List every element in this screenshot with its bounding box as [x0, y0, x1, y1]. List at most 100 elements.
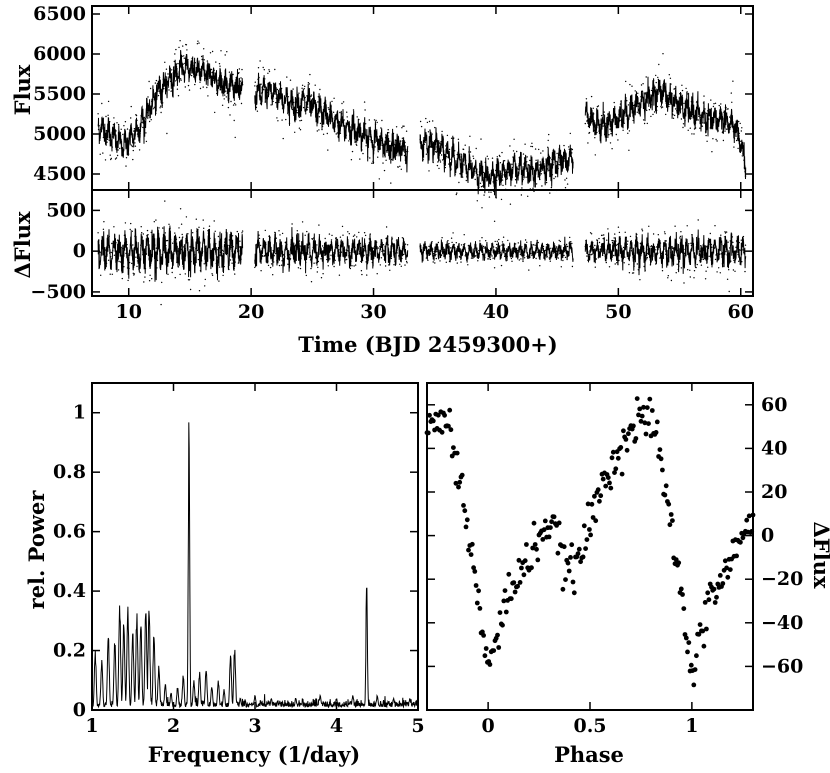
phase-point — [725, 574, 731, 580]
flux-point — [434, 126, 436, 129]
phase-point — [685, 649, 690, 655]
phase-point — [546, 534, 552, 540]
flux-point — [188, 89, 191, 91]
dflux-point — [612, 240, 614, 242]
flux-point — [316, 130, 318, 132]
dflux-point — [724, 232, 727, 234]
flux-point — [491, 157, 494, 159]
dflux-point — [339, 236, 342, 238]
flux-point — [540, 152, 542, 154]
flux-point — [141, 121, 143, 124]
phase-frame — [426, 382, 754, 711]
phase-point — [592, 493, 597, 499]
dflux-point — [605, 261, 607, 264]
flux-point — [722, 139, 725, 142]
phase-point — [676, 560, 682, 566]
phase-point — [561, 544, 567, 550]
flux-point — [106, 138, 109, 141]
dflux-point — [522, 260, 524, 263]
flux-point — [712, 105, 715, 108]
flux-point — [514, 185, 516, 187]
dflux-point — [526, 241, 528, 243]
dflux-point — [726, 278, 729, 280]
dflux-point — [502, 236, 505, 238]
phase-ytick-label: −60 — [761, 655, 803, 677]
dflux-point — [390, 257, 393, 260]
flux-point — [464, 144, 466, 146]
flux-point — [116, 154, 119, 157]
flux-point — [571, 148, 574, 151]
flux-point — [382, 162, 384, 164]
dflux-point — [109, 273, 111, 275]
flux-point — [165, 68, 168, 70]
flux-point — [197, 40, 199, 42]
flux-point — [298, 92, 300, 94]
dflux-point — [639, 279, 641, 281]
phase-point — [522, 558, 528, 564]
flux-point — [298, 127, 301, 129]
flux-point — [339, 111, 341, 114]
dflux-point — [113, 226, 115, 228]
dflux-point — [679, 237, 681, 239]
flux-point — [568, 148, 570, 150]
flux-point — [138, 149, 141, 151]
flux-point — [219, 65, 221, 67]
dflux-point — [353, 265, 355, 267]
flux-point — [509, 145, 511, 147]
flux-point — [733, 146, 735, 148]
dflux-point — [557, 257, 559, 259]
dflux-point — [172, 242, 174, 244]
dflux-point — [118, 260, 120, 263]
dflux-point — [489, 258, 492, 261]
flux-point — [278, 83, 281, 85]
phase-point — [634, 396, 640, 401]
flux-point — [625, 80, 627, 83]
flux-point — [178, 46, 180, 49]
dflux-point — [685, 238, 687, 240]
flux-point — [689, 127, 691, 129]
flux-point — [198, 42, 200, 44]
dflux-point — [372, 247, 375, 249]
flux-point — [617, 139, 619, 141]
phase-point — [515, 583, 520, 589]
phase-point — [668, 512, 674, 517]
dflux-point — [665, 240, 667, 242]
phase-point — [531, 520, 537, 526]
dflux-point — [598, 241, 601, 244]
flux-series-segment — [97, 50, 244, 158]
flux-point — [645, 76, 647, 78]
flux-point — [374, 146, 376, 148]
phase-point — [483, 646, 489, 651]
phase-point — [646, 421, 651, 426]
flux-point — [346, 116, 348, 118]
flux-point — [317, 101, 319, 103]
dflux-point — [241, 232, 243, 234]
periodogram-ytick-label: 1 — [73, 402, 86, 424]
phase-point — [471, 565, 476, 571]
flux-point — [359, 158, 361, 160]
flux-point — [134, 145, 137, 147]
dflux-point — [596, 239, 599, 242]
dflux-point — [616, 262, 618, 264]
dflux-point — [330, 239, 333, 241]
flux-point — [538, 148, 540, 151]
flux-point — [566, 183, 569, 185]
phase-point — [683, 635, 689, 641]
flux-point — [687, 129, 689, 131]
dflux-point — [661, 270, 664, 272]
flux-point — [301, 87, 303, 90]
dflux-point — [328, 233, 331, 235]
phase-point — [581, 523, 587, 529]
flux-point — [526, 156, 528, 158]
flux-point — [653, 111, 656, 113]
dflux-point — [393, 264, 395, 266]
flux-point — [550, 186, 553, 189]
dflux-point — [627, 240, 629, 242]
flux-point — [335, 133, 337, 135]
dflux-point — [664, 233, 666, 235]
phase-point — [435, 412, 441, 418]
phase-point — [529, 565, 534, 571]
dflux-point — [234, 273, 236, 275]
dflux-point — [676, 263, 678, 265]
phase-point — [578, 559, 583, 565]
